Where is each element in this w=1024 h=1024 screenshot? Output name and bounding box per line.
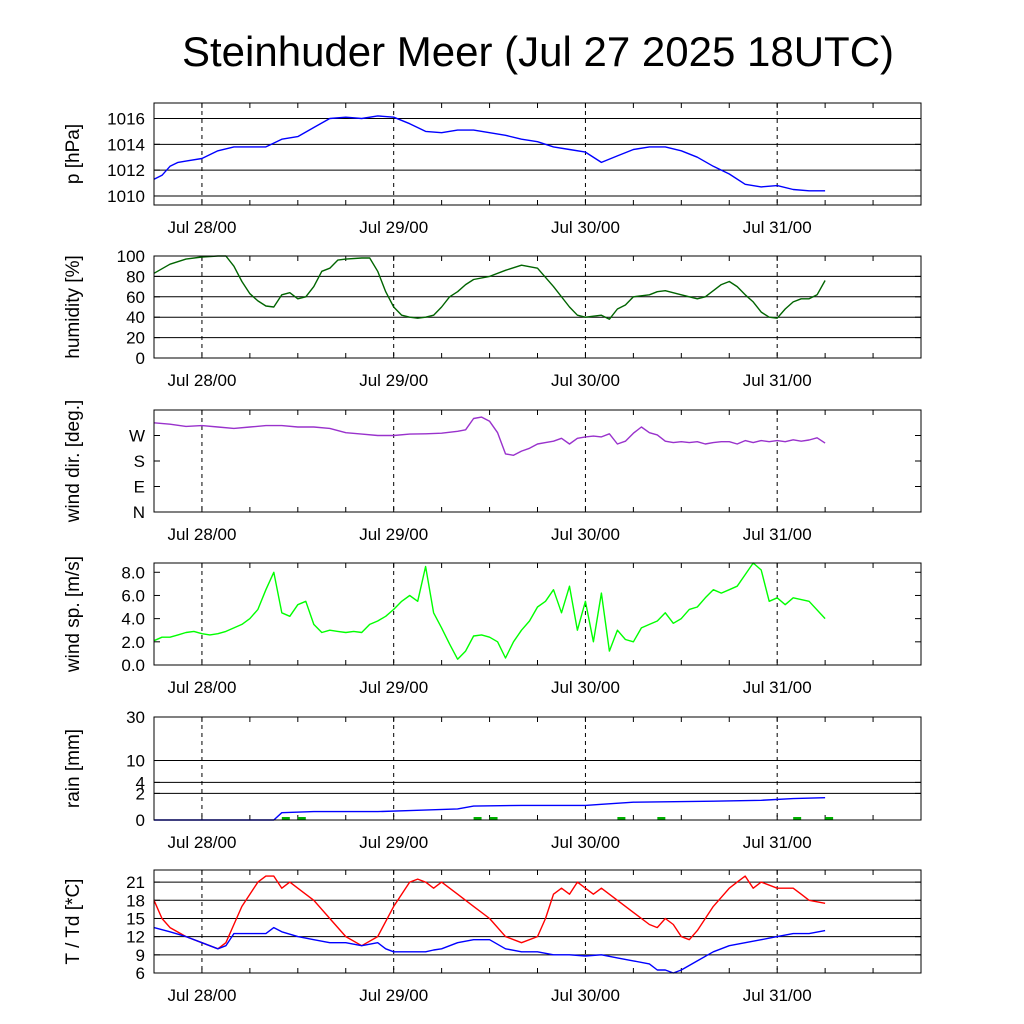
x-tick-label: Jul 30/00	[551, 833, 620, 852]
y-axis-label: humidity [%]	[63, 255, 84, 358]
y-tick-label: 12	[126, 928, 145, 947]
y-tick-label: 80	[126, 267, 145, 286]
y-tick-label: 9	[136, 946, 145, 965]
y-tick-label: 0.0	[121, 656, 145, 675]
x-tick-label: Jul 29/00	[359, 371, 428, 390]
rain-rate-bar	[825, 817, 834, 820]
x-tick-label: Jul 30/00	[551, 986, 620, 1005]
y-axis-label: T / Td [*C]	[63, 879, 84, 965]
x-tick-label: Jul 28/00	[167, 371, 236, 390]
x-tick-label: Jul 30/00	[551, 678, 620, 697]
y-tick-label: 15	[126, 909, 145, 928]
x-tick-label: Jul 31/00	[743, 833, 812, 852]
y-tick-label: 18	[126, 891, 145, 910]
panel-pressure: 1010 1012 1014 1016 p [hPa] Jul 28/00 Jul 29/0…	[63, 102, 922, 237]
x-tick-label: Jul 31/00	[743, 678, 812, 697]
rain-rate-bar	[793, 817, 802, 820]
y-axis-label: wind sp. [m/s]	[63, 556, 84, 673]
x-tick-label: Jul 28/00	[167, 678, 236, 697]
y-axis-label: wind dir. [deg.]	[63, 400, 84, 524]
y-tick-label: W	[129, 427, 145, 446]
panel-frame	[153, 716, 922, 821]
series-line-wind_speed-0	[153, 562, 826, 660]
series-line-humidity-0	[153, 255, 826, 320]
panel-frame	[153, 869, 922, 974]
x-tick-label: Jul 28/00	[167, 525, 236, 544]
x-tick-label: Jul 28/00	[167, 833, 236, 852]
y-tick-label: 20	[126, 329, 145, 348]
y-axis-label: rain [mm]	[63, 729, 84, 808]
y-tick-label: 1010	[107, 187, 145, 206]
x-tick-label: Jul 29/00	[359, 678, 428, 697]
rain-rate-bar	[281, 817, 290, 820]
series-line-wind_direction-0	[153, 416, 826, 456]
series-line-temperature-0	[153, 875, 826, 950]
series-line-pressure-0	[153, 115, 826, 192]
y-tick-label: 0	[136, 811, 145, 830]
x-tick-label: Jul 28/00	[167, 986, 236, 1005]
panel-frame	[153, 409, 922, 513]
panel-rain: 0 24 10 30 rain [mm] Jul 28/00 Jul 29/00 Jul 30…	[63, 708, 922, 852]
x-tick-label: Jul 29/00	[359, 833, 428, 852]
y-tick-label: 21	[126, 873, 145, 892]
y-tick-label: 8.0	[121, 563, 145, 582]
chart-title: Steinhuder Meer (Jul 27 2025 18UTC)	[182, 28, 894, 75]
y-tick-label: 2	[136, 784, 145, 803]
y-tick-label: 10	[126, 752, 145, 771]
x-tick-label: Jul 31/00	[743, 371, 812, 390]
y-tick-label: N	[133, 503, 145, 522]
y-tick-label: 100	[117, 247, 145, 266]
panel-wind_speed: 0.0 2.0 4.0 6.0 8.0 wind sp. [m/s] Jul 28/00 Ju…	[63, 556, 922, 697]
x-tick-label: Jul 29/00	[359, 986, 428, 1005]
y-tick-label: 30	[126, 708, 145, 727]
y-tick-label: 6.0	[121, 586, 145, 605]
y-tick-label: 4	[136, 773, 145, 792]
x-tick-label: Jul 30/00	[551, 371, 620, 390]
series-line-temperature-1	[153, 926, 826, 974]
x-tick-label: Jul 31/00	[743, 218, 812, 237]
y-tick-label: 0	[136, 349, 145, 368]
y-axis-label: p [hPa]	[63, 124, 84, 184]
x-tick-label: Jul 30/00	[551, 525, 620, 544]
y-tick-label: 40	[126, 308, 145, 327]
x-tick-label: Jul 30/00	[551, 218, 620, 237]
y-tick-label: 1016	[107, 109, 145, 128]
x-tick-label: Jul 29/00	[359, 525, 428, 544]
y-tick-label: E	[134, 478, 145, 497]
panel-frame	[153, 255, 922, 359]
y-tick-label: 6	[136, 964, 145, 983]
y-tick-label: S	[134, 452, 145, 471]
rain-rate-bar	[297, 817, 306, 820]
rain-rate-bar	[473, 817, 482, 820]
x-tick-label: Jul 31/00	[743, 986, 812, 1005]
rain-rate-bar	[657, 817, 666, 820]
y-tick-label: 1012	[107, 161, 145, 180]
x-tick-label: Jul 29/00	[359, 218, 428, 237]
x-tick-label: Jul 31/00	[743, 525, 812, 544]
y-tick-label: 2.0	[121, 633, 145, 652]
panel-frame	[153, 562, 922, 666]
x-tick-label: Jul 28/00	[167, 218, 236, 237]
y-tick-label: 1014	[107, 135, 145, 154]
series-line-rain-0	[154, 797, 826, 821]
panel-frame	[153, 102, 922, 206]
rain-rate-bar	[617, 817, 626, 820]
y-tick-label: 4.0	[121, 610, 145, 629]
rain-rate-bar	[489, 817, 498, 820]
y-tick-label: 60	[126, 288, 145, 307]
